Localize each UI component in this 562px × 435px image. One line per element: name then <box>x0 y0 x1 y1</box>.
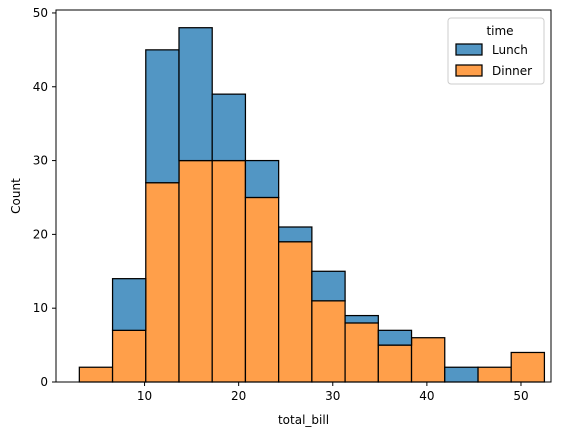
x-tick-label: 30 <box>325 389 340 403</box>
legend-label-lunch: Lunch <box>492 43 528 57</box>
x-tick-label: 50 <box>513 389 528 403</box>
legend-swatch-dinner <box>455 64 483 77</box>
bars-layer <box>78 27 546 383</box>
bar-lunch-3 <box>178 27 213 162</box>
bar-dinner-13 <box>510 351 546 383</box>
y-tick-label: 50 <box>33 6 48 20</box>
bar-lunch-5 <box>244 159 280 199</box>
bar-dinner-10 <box>410 337 446 383</box>
bar-dinner-6 <box>278 241 313 383</box>
bar-dinner-9 <box>377 344 413 383</box>
legend-title: time <box>486 24 513 38</box>
bar-dinner-3 <box>178 159 213 383</box>
bar-dinner-8 <box>344 322 379 383</box>
bar-lunch-7 <box>311 270 346 302</box>
plot-frame <box>55 9 552 383</box>
legend-swatch-lunch <box>455 43 483 56</box>
bar-dinner-2 <box>145 182 180 383</box>
bar-lunch-9 <box>377 329 413 346</box>
legend: time Lunch Dinner <box>447 17 545 85</box>
ticks-layer: 10 20 30 40 50 0 10 20 30 40 50 <box>33 6 529 403</box>
bar-dinner-0 <box>78 366 114 383</box>
bar-lunch-8 <box>344 314 379 324</box>
bar-dinner-7 <box>311 300 346 383</box>
bar-lunch-2 <box>145 49 180 184</box>
y-tick-label: 0 <box>40 375 48 389</box>
bar-lunch-6 <box>278 226 313 243</box>
y-tick-label: 10 <box>33 301 48 315</box>
bar-lunch-11 <box>444 366 479 383</box>
x-tick-label: 40 <box>419 389 434 403</box>
x-tick-label: 10 <box>137 389 152 403</box>
bar-lunch-4 <box>211 93 247 162</box>
x-axis-title: total_bill <box>278 413 329 427</box>
bar-lunch-1 <box>111 278 147 331</box>
y-tick-label: 20 <box>33 227 48 241</box>
y-tick-label: 40 <box>33 80 48 94</box>
bar-dinner-1 <box>111 329 147 383</box>
y-tick-label: 30 <box>33 154 48 168</box>
bar-dinner-4 <box>211 159 247 383</box>
bar-dinner-5 <box>244 196 280 383</box>
y-axis-title: Count <box>9 178 23 214</box>
legend-label-dinner: Dinner <box>492 64 532 78</box>
bar-dinner-12 <box>477 366 512 383</box>
x-tick-label: 20 <box>231 389 246 403</box>
